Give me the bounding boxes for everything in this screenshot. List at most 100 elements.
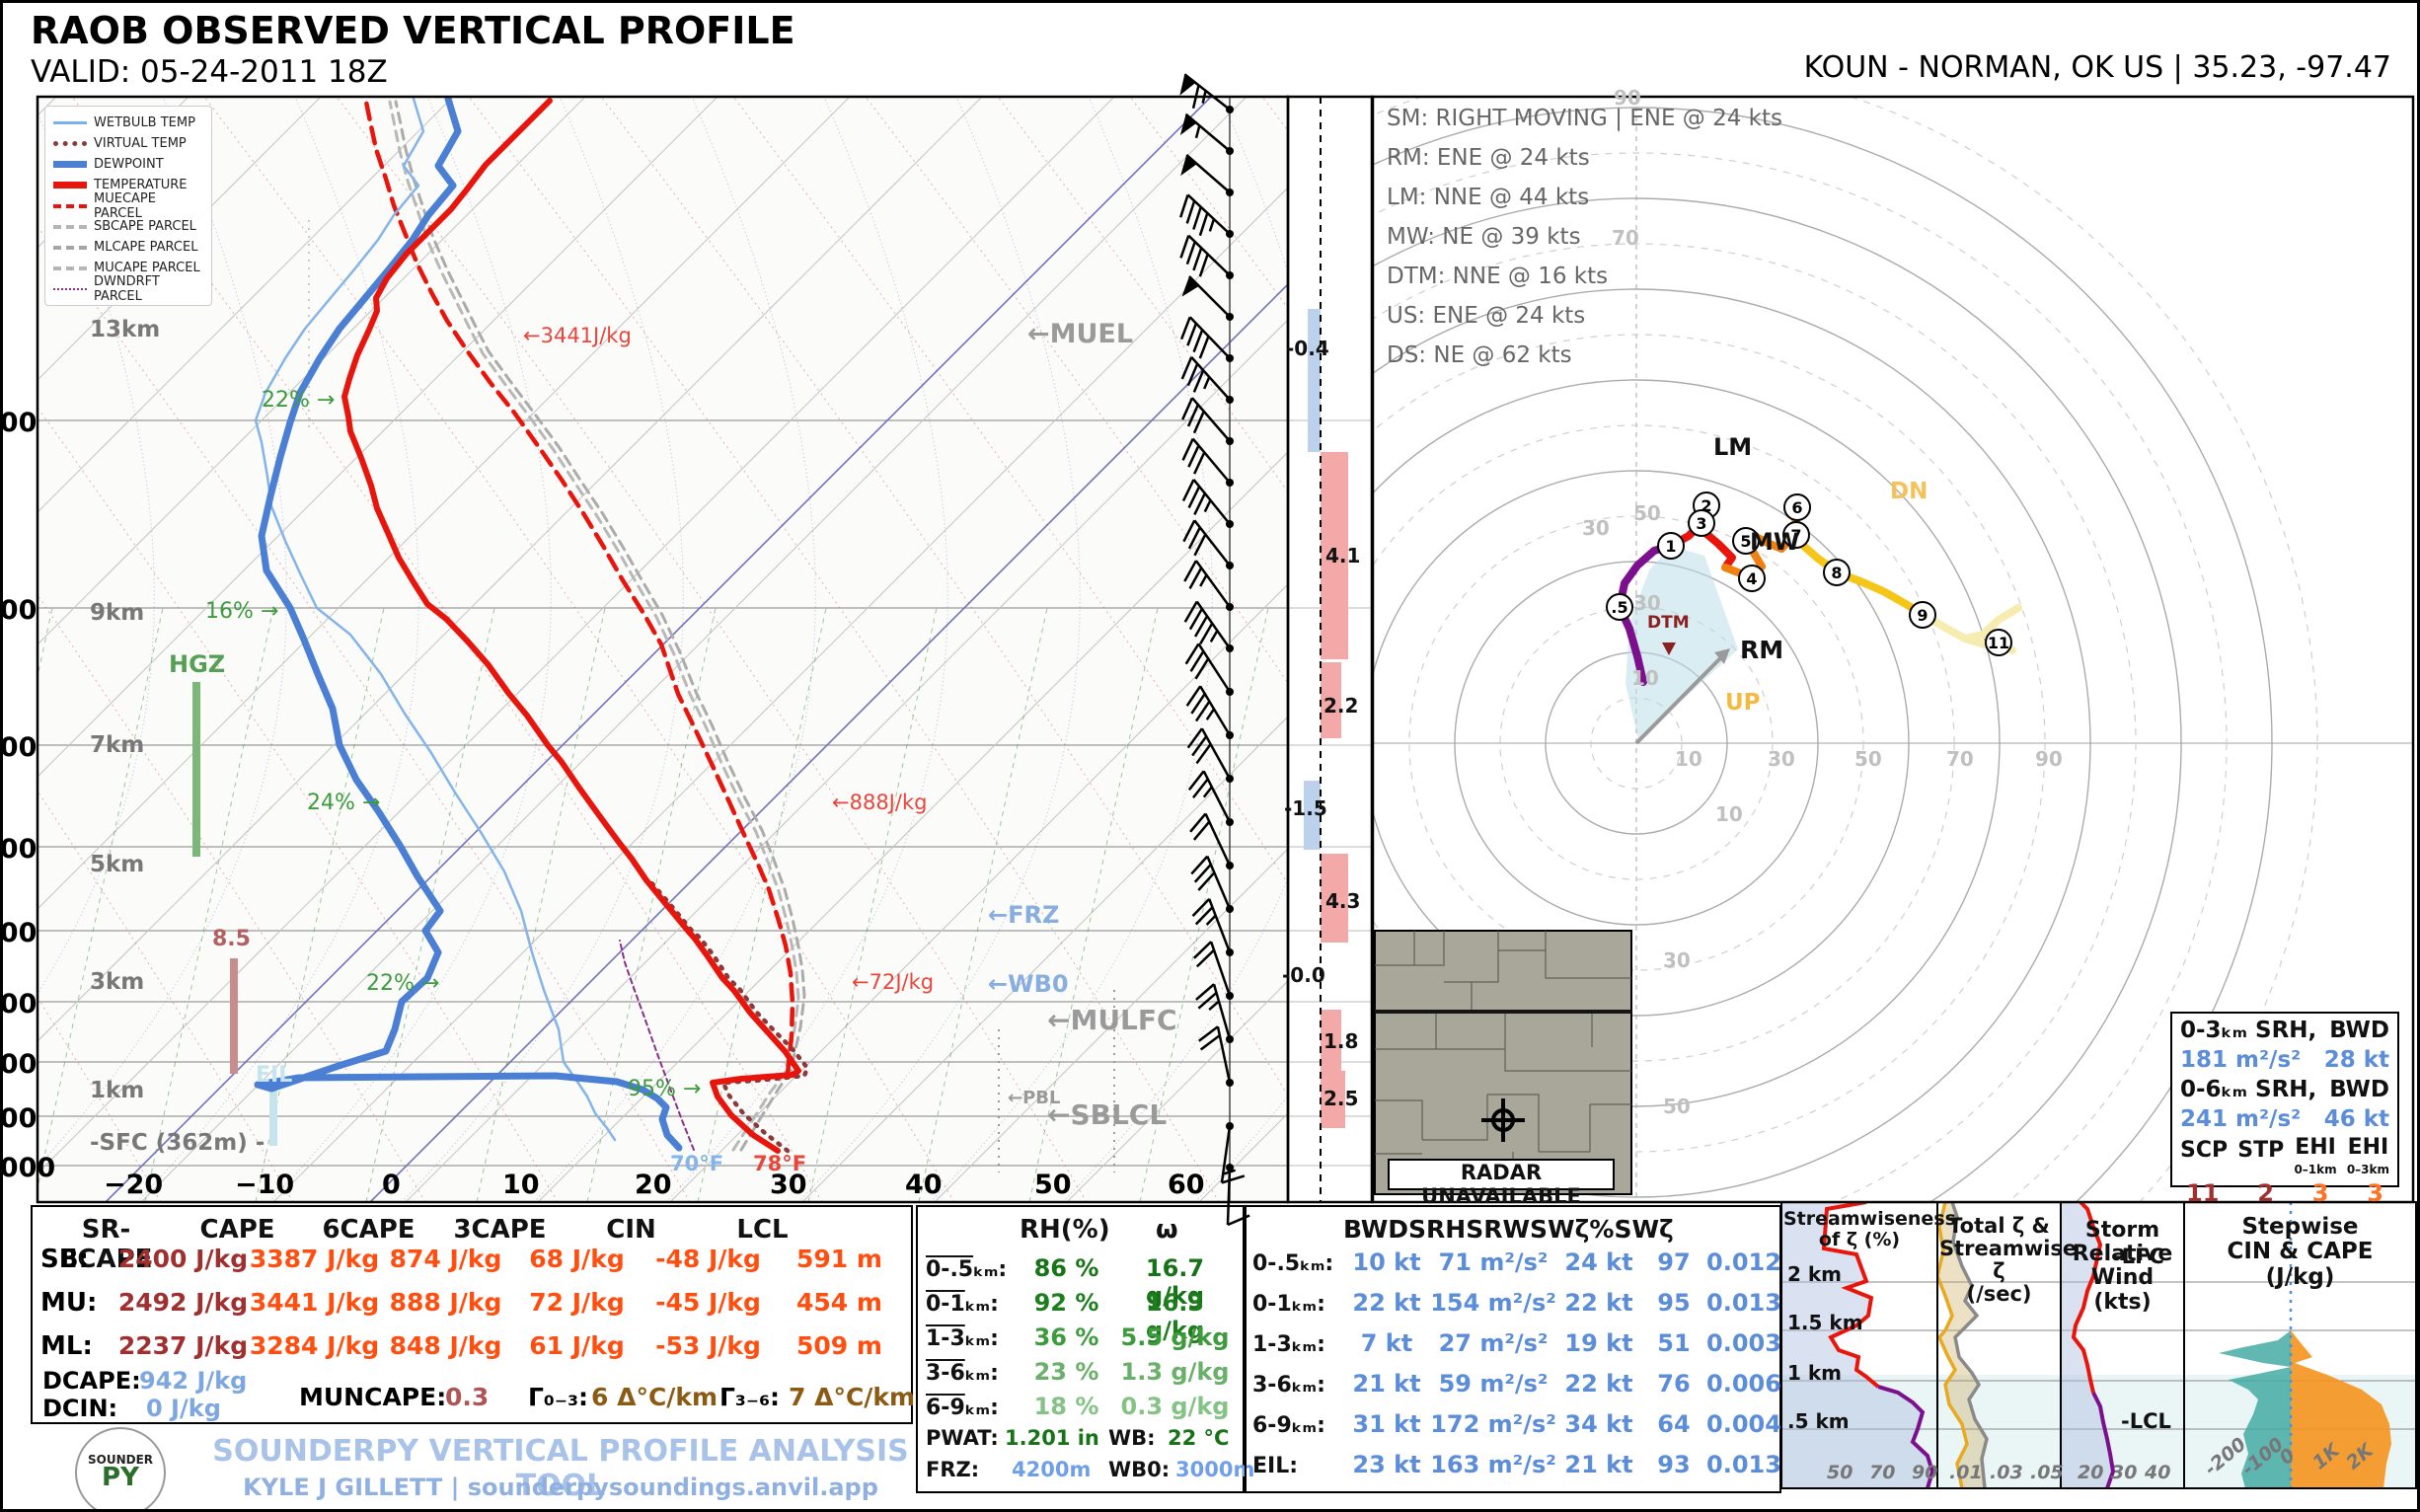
storm-motion-line: MW: NE @ 39 kts (1387, 224, 1581, 250)
temp-axis-label: 0 (382, 1170, 401, 1200)
skewt-annotation: 24% → (307, 791, 381, 815)
legend-label: WETBULB TEMP (94, 115, 195, 130)
dcape-label: DCAPE: (42, 1367, 141, 1395)
miniplot1-title: Streamwiseness of ζ (%) (1783, 1208, 1956, 1250)
kin-header-swzpct: SWζ% (1530, 1215, 1615, 1244)
kin-header-srh: SRH (1408, 1215, 1467, 1244)
pwat-label: PWAT: (926, 1426, 999, 1450)
legend-line-sample (53, 265, 87, 270)
sbcape-parcel-curve (388, 100, 800, 1152)
height-km-label: -SFC (362m) - (90, 1130, 265, 1156)
skewt-annotation: ←3441J/kg (523, 324, 632, 347)
legend-line-sample (53, 203, 87, 208)
kinematics-row: 6-9ₖₘ: 31 kt 172 m²/s² 34 kt 64 0.004 (1252, 1410, 1781, 1438)
thermo-header: 3CAPE (453, 1215, 547, 1245)
p1-tick: 50 (1827, 1462, 1853, 1483)
temp-axis-label: 20 (635, 1170, 672, 1200)
p2-tick: .01 (1949, 1462, 1983, 1483)
skewt-annotation: 16% → (205, 599, 279, 624)
omega-value-label: 1.8 (1323, 1029, 1359, 1053)
thermo-header: LCL (736, 1215, 789, 1245)
svg-text:11: 11 (1988, 634, 2009, 652)
hodo-ring-label: 10 (1631, 666, 1659, 690)
svg-text:5: 5 (1740, 532, 1751, 551)
storm-motion-line: DTM: NNE @ 16 kts (1387, 264, 1609, 289)
omega-value-label: 2.5 (1323, 1087, 1359, 1110)
lfc-label: -LFC (2113, 1245, 2164, 1268)
p2-tick: .03 (1990, 1462, 2023, 1483)
legend-item: DEWPOINT (53, 154, 203, 175)
hodo-motion-label: MW (1750, 528, 1800, 556)
storm-motion-line: RM: ENE @ 24 kts (1387, 145, 1590, 171)
hodo-ring-label: 50 (1854, 747, 1882, 771)
p3-tick: 20 (2078, 1462, 2104, 1483)
wb0-label: WB0: (1108, 1458, 1171, 1481)
storm-motion-line: US: ENE @ 24 kts (1387, 303, 1586, 329)
omega-bar-41 (1321, 452, 1348, 659)
pressure-axis-label: 500 (0, 834, 38, 865)
svg-text:3: 3 (1696, 514, 1706, 533)
lapse36-label: Γ₃₋₆: (719, 1383, 781, 1411)
streamwiseness-plot (1781, 1202, 1935, 1488)
thermo-stats-box (31, 1205, 913, 1424)
pressure-axis-label: 800 (0, 1049, 38, 1080)
hodo-motion-label: UP (1725, 690, 1761, 716)
dewpoint-curve (254, 97, 683, 1152)
temp-axis-label: −10 (235, 1170, 295, 1200)
legend-label: TEMPERATURE (94, 178, 188, 192)
moisture-row: 6-9ₖₘ: 18 % 0.3 g/kg (926, 1393, 1230, 1420)
sounderpy-logo: SOUNDER PY (75, 1427, 166, 1509)
hodo-ring-label: 30 (1663, 948, 1691, 972)
svg-text:7: 7 (1790, 526, 1801, 545)
height-km-label: 7km (90, 732, 145, 758)
kinematics-row: 3-6ₖₘ: 21 kt 59 m²/s² 22 kt 76 0.006 (1252, 1370, 1781, 1398)
skewt-annotation: ←SBLCL (1047, 1098, 1168, 1131)
legend-line-sample (53, 121, 87, 124)
pressure-axis-label: 400 (0, 732, 38, 763)
height-gridline-label: 1 km (1787, 1361, 1843, 1385)
kin-header-srw: SRW (1466, 1215, 1531, 1244)
srw-plot (2061, 1202, 2116, 1488)
valid-time: VALID: 05-24-2011 18Z (31, 54, 388, 90)
legend-item: DWNDRFT PARCEL (53, 274, 203, 304)
radar-unavailable-label: RADAR UNAVAILABLE (1421, 1161, 1581, 1208)
thermo-row: SB: 2400 J/kg 3387 J/kg 874 J/kg 68 J/kg… (40, 1245, 882, 1274)
height-km-label: 5km (90, 852, 145, 877)
skewt-annotation: 95% → (628, 1077, 702, 1101)
svg-text:4: 4 (1746, 569, 1757, 588)
skewt-annotation: 8.5 (212, 927, 251, 951)
credit-text: KYLE J GILLETT | sounderpysoundings.anvi… (243, 1474, 878, 1501)
height-gridline-label: 1.5 km (1787, 1311, 1863, 1334)
legend-label: MLCAPE PARCEL (94, 240, 198, 255)
radar-label-box (1388, 1159, 1615, 1190)
hodo-ring-label: 70 (1946, 747, 1974, 771)
storm-motion-block: SM: RIGHT MOVING | ENE @ 24 kts RM: ENE @… (1387, 106, 1782, 382)
pressure-axis-label: 700 (0, 989, 38, 1020)
legend-item: VIRTUAL TEMP (53, 133, 203, 154)
height-km-label: 1km (90, 1078, 145, 1103)
skewt-annotation: EIL (256, 1063, 293, 1088)
storm-motion-line: DS: NE @ 62 kts (1387, 342, 1572, 368)
hodo-ring-label: 50 (1663, 1095, 1691, 1118)
dwndrft-parcel-curve (619, 940, 695, 1151)
vorticity-plot (1937, 1202, 1989, 1488)
omega-value-label: -0.4 (1286, 337, 1329, 360)
omega-bar-25 (1321, 1071, 1345, 1128)
legend-item: MUECAPE PARCEL (53, 191, 203, 221)
skewt-annotation: ←WB0 (988, 970, 1069, 998)
p1-tick: 70 (1869, 1462, 1896, 1483)
kin-header-bwd: BWD (1343, 1215, 1409, 1244)
info-r2-right: 28 kt (2323, 1047, 2389, 1073)
skewt-annotation: 70°F (670, 1152, 724, 1175)
thermo-header: CIN (606, 1215, 656, 1245)
legend-line-sample (53, 161, 87, 168)
legend-item: SBCAPE PARCEL (53, 216, 203, 237)
thermo-row: MU: 2492 J/kg 3441 J/kg 888 J/kg 72 J/kg… (40, 1288, 882, 1318)
dtm-marker (1662, 643, 1676, 655)
omega-bar-43 (1321, 854, 1348, 943)
wind-barbs (1178, 73, 1250, 1227)
radar-inset (1374, 930, 1632, 1195)
legend-item: WETBULB TEMP (53, 113, 203, 133)
ehi1-sub: 0–1km (2294, 1162, 2337, 1176)
svg-text:8: 8 (1831, 564, 1842, 582)
